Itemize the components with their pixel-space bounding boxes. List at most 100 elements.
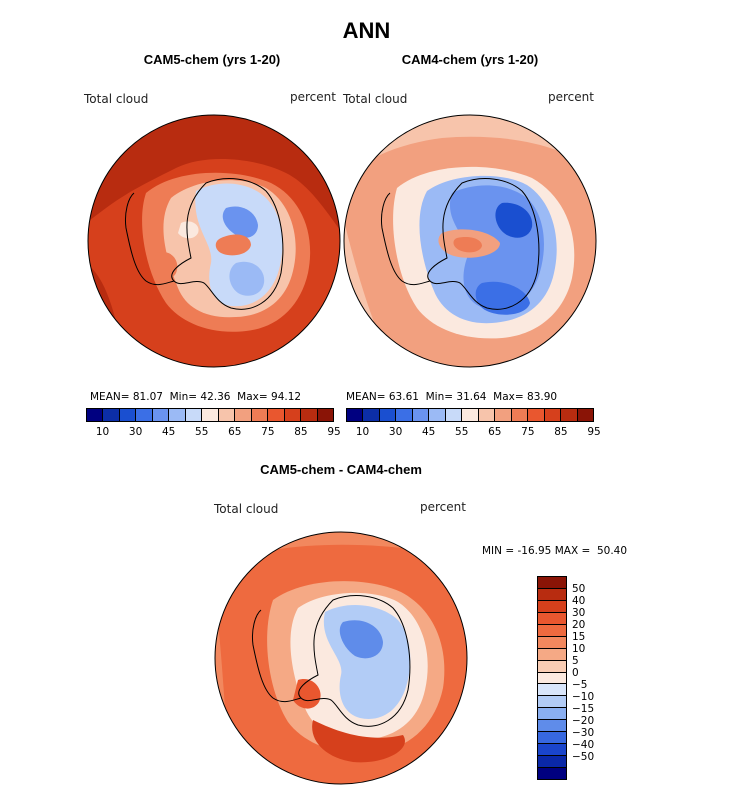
map-border (214, 531, 468, 785)
colorbar-tick-label: −50 (572, 751, 595, 763)
colorbar-cam5-ticks: 10 30 45 55 65 75 85 95 (86, 426, 341, 440)
colorbar-swatch (538, 743, 566, 756)
colorbar-tick-label: 5 (572, 655, 579, 667)
max-label: Max= (493, 391, 524, 403)
max-value: 83.90 (527, 391, 558, 403)
coastline (125, 192, 175, 286)
colorbar-swatch (538, 587, 566, 600)
min-value: -16.95 (517, 545, 552, 557)
panel-title-cam5: CAM5-chem (yrs 1-20) (143, 52, 281, 67)
colorbar-tick-label: 30 (128, 426, 143, 438)
colorbar-tick-label: 50 (572, 583, 586, 595)
colorbar-tick-label: −20 (572, 715, 595, 727)
max-value: 94.12 (271, 391, 302, 403)
colorbar-swatch (494, 409, 511, 421)
colorbar-swatch (428, 409, 445, 421)
colorbar-tick-label: 10 (95, 426, 110, 438)
colorbar-swatch (87, 409, 103, 421)
colorbar-tick-label: 65 (228, 426, 242, 438)
colorbar-swatch (250, 409, 268, 421)
coastline (381, 192, 431, 286)
colorbar-swatch (411, 409, 429, 421)
colorbar-swatch (168, 409, 185, 421)
colorbar-swatch (538, 683, 566, 696)
colorbar-tick-label: 75 (261, 426, 275, 438)
interior-min-cloud (495, 202, 533, 238)
colorbar-swatch (538, 695, 566, 708)
colorbar-swatch (538, 719, 566, 732)
colorbar-tick-label: −5 (572, 679, 588, 691)
colorbar-swatch (461, 409, 478, 421)
interior-negative-diff (339, 620, 383, 659)
coastline (298, 595, 411, 727)
colorbar-cam5 (86, 408, 334, 422)
max-label: MAX = (554, 545, 591, 557)
colorbar-swatch (560, 409, 577, 421)
colorbar-swatch (201, 409, 218, 421)
colorbar-swatch (217, 409, 235, 421)
colorbar-tick-label: 55 (455, 426, 469, 438)
colorbar-swatch (538, 599, 566, 612)
peninsula-diff-patch (293, 679, 321, 709)
colorbar-swatch (538, 623, 566, 636)
max-label: Max= (237, 391, 268, 403)
figure-title: ANN (342, 18, 391, 43)
colorbar-swatch (267, 409, 284, 421)
ross-sea-diff-patch (312, 720, 405, 763)
colorbar-swatch (118, 409, 136, 421)
colorbar-tick-label: 40 (572, 595, 586, 607)
colorbar-tick-label: 15 (572, 631, 586, 643)
colorbar-swatch (538, 635, 566, 648)
min-value: 31.64 (456, 391, 487, 403)
max-value: 50.40 (596, 545, 628, 557)
colorbar-swatch (538, 577, 566, 588)
colorbar-swatch (347, 409, 363, 421)
mean-value: 81.07 (132, 391, 163, 403)
colorbar-swatch (538, 755, 566, 767)
interior-cloud-patch (453, 236, 482, 253)
min-value: 42.36 (200, 391, 231, 403)
colorbar-swatch (151, 409, 169, 421)
colorbar-diff (537, 576, 567, 780)
colorbar-swatch (283, 409, 301, 421)
colorbar-tick-label: −10 (572, 691, 595, 703)
units-label-cam4: percent (548, 90, 594, 104)
mean-value: 63.61 (388, 391, 419, 403)
colorbar-swatch (527, 409, 544, 421)
colorbar-swatch (362, 409, 379, 421)
colorbar-swatch (444, 409, 462, 421)
colorbar-swatch (135, 409, 152, 421)
units-label-diff: percent (420, 500, 466, 514)
polar-map-diff (214, 531, 468, 785)
colorbar-cam4 (346, 408, 594, 422)
colorbar-tick-label: 45 (421, 426, 436, 438)
stats-line-cam4: MEAN= 63.61 Min= 31.64 Max= 83.90 (346, 391, 557, 403)
units-label-cam5: percent (290, 90, 336, 104)
colorbar-swatch (538, 671, 566, 684)
colorbar-swatch (184, 409, 202, 421)
colorbar-tick-label: 0 (572, 667, 579, 679)
colorbar-swatch (538, 659, 566, 672)
colorbar-swatch (300, 409, 317, 421)
colorbar-tick-label: −15 (572, 703, 595, 715)
field-label-cam5: Total cloud (84, 92, 149, 106)
high-cloud-band (88, 115, 340, 233)
colorbar-tick-label: 65 (488, 426, 502, 438)
interior-min-cloud (475, 281, 530, 315)
interior-low-cloud (222, 206, 258, 238)
map-border (343, 114, 597, 368)
colorbar-swatch (538, 647, 566, 660)
interior-low-cloud (229, 261, 265, 296)
colorbar-swatch (477, 409, 495, 421)
stats-line-cam5: MEAN= 81.07 Min= 42.36 Max= 94.12 (90, 391, 301, 403)
colorbar-tick-label: −40 (572, 739, 595, 751)
panel-title-diff: CAM5-chem - CAM4-chem (260, 462, 422, 477)
map-border (87, 114, 341, 368)
colorbar-tick-label: 30 (572, 607, 586, 619)
interior-cloud-patch (215, 234, 251, 256)
colorbar-tick-label: 55 (195, 426, 209, 438)
colorbar-swatch (543, 409, 561, 421)
mean-label: MEAN= (346, 391, 386, 403)
colorbar-tick-label: 20 (572, 619, 586, 631)
colorbar-tick-label: 45 (161, 426, 176, 438)
